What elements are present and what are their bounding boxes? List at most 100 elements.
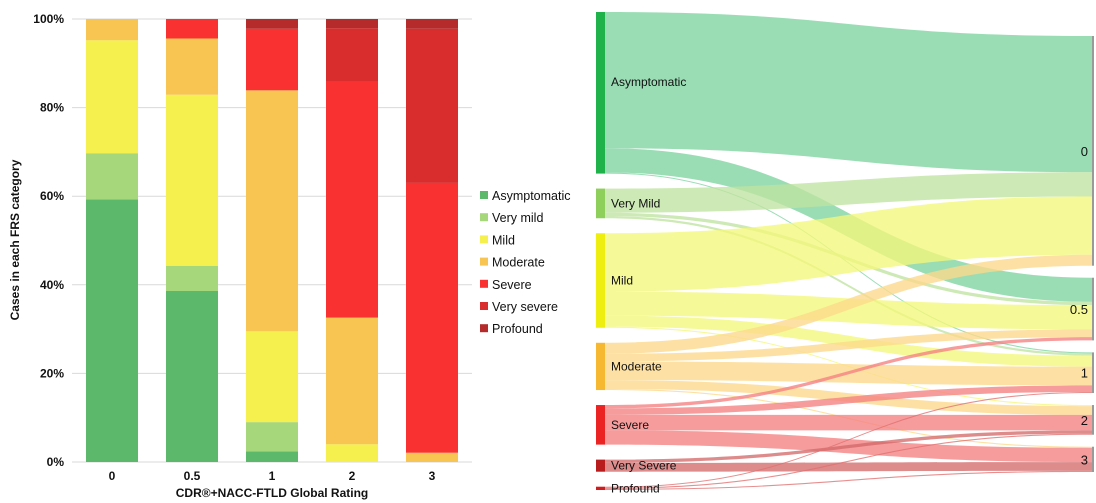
bar-severe-0-5 bbox=[166, 19, 218, 39]
bar-mild-0 bbox=[86, 40, 138, 154]
y-tick-label: 100% bbox=[33, 12, 64, 26]
legend-swatch bbox=[480, 324, 488, 333]
sankey-nodes bbox=[596, 12, 1094, 490]
target-label: 1 bbox=[1081, 366, 1088, 381]
y-tick-label: 0% bbox=[47, 455, 65, 469]
bar-asymptomatic-0 bbox=[86, 199, 138, 462]
legend-swatch bbox=[480, 279, 488, 288]
source-label: Profound bbox=[611, 481, 660, 495]
bar-asymptomatic-1 bbox=[246, 451, 298, 462]
bar-mild-2 bbox=[326, 444, 378, 462]
y-axis-title: Cases in each FRS category bbox=[8, 159, 22, 320]
sankey-flows bbox=[605, 12, 1092, 490]
bar-moderate-0 bbox=[86, 19, 138, 41]
legend-label: Asymptomatic bbox=[492, 189, 571, 203]
x-axis-ticks: 0 0.5 1 2 3 bbox=[109, 469, 436, 483]
legend-label: Severe bbox=[492, 278, 532, 292]
bar-very-severe-3 bbox=[406, 28, 458, 183]
target-label: 0 bbox=[1081, 144, 1088, 159]
bar-moderate-2 bbox=[326, 317, 378, 445]
flow-mild-to-1 bbox=[605, 315, 1092, 367]
bar-asymptomatic-0-5 bbox=[166, 291, 218, 462]
flow-mild-to-0-5 bbox=[605, 291, 1092, 330]
legend-label: Profound bbox=[492, 322, 543, 336]
flow-very-mild-to-1 bbox=[605, 216, 1092, 356]
legend-label: Mild bbox=[492, 233, 515, 247]
source-label: Asymptomatic bbox=[611, 75, 686, 89]
target-label: 2 bbox=[1081, 413, 1088, 428]
legend-swatch bbox=[480, 191, 488, 199]
source-label: Mild bbox=[611, 274, 633, 288]
source-label: Very Severe bbox=[611, 459, 677, 473]
bar-very-mild-0 bbox=[86, 153, 138, 200]
flow-profound-to-2 bbox=[605, 433, 1092, 489]
source-node-moderate bbox=[596, 342, 605, 391]
stacked-bar-chart: 0% 20% 40% 60% 80% 100% 0 0.5 1 2 3 Cases in each… bbox=[8, 12, 472, 500]
x-tick-label: 3 bbox=[429, 469, 436, 483]
x-tick-label: 0.5 bbox=[184, 469, 201, 483]
flow-profound-to-1 bbox=[605, 391, 1092, 488]
legend-swatch bbox=[480, 257, 488, 266]
x-tick-label: 1 bbox=[269, 469, 276, 483]
x-tick-label: 2 bbox=[349, 469, 356, 483]
flow-very-severe-to-2 bbox=[605, 430, 1092, 463]
bar-severe-1 bbox=[246, 28, 298, 91]
bar-very-mild-0-5 bbox=[166, 265, 218, 292]
y-tick-label: 20% bbox=[40, 366, 64, 380]
target-node-3 bbox=[1092, 446, 1094, 472]
x-tick-label: 0 bbox=[109, 469, 116, 483]
bar-stacks bbox=[86, 19, 458, 462]
flow-profound-to-3 bbox=[605, 470, 1092, 490]
flow-moderate-to-0-5 bbox=[605, 329, 1092, 362]
flow-severe-to-0-5 bbox=[605, 337, 1092, 409]
source-label: Very Mild bbox=[611, 196, 660, 210]
legend-swatch bbox=[480, 235, 488, 244]
source-label: Severe bbox=[611, 418, 649, 432]
target-node-0-5 bbox=[1092, 277, 1094, 341]
bar-very-severe-2 bbox=[326, 28, 378, 82]
bar-severe-2 bbox=[326, 81, 378, 318]
legend: Asymptomatic Very mild Mild Moderate Severe V… bbox=[480, 189, 571, 336]
source-node-asymptomatic bbox=[596, 12, 605, 174]
source-node-profound bbox=[596, 486, 605, 490]
legend-label: Very mild bbox=[492, 211, 543, 225]
bar-moderate-1 bbox=[246, 90, 298, 332]
legend-label: Very severe bbox=[492, 300, 558, 314]
flow-moderate-to-0 bbox=[605, 254, 1092, 354]
y-axis-ticks: 0% 20% 40% 60% 80% 100% bbox=[33, 12, 64, 469]
legend-label: Moderate bbox=[492, 256, 545, 270]
bar-profound-1 bbox=[246, 19, 298, 29]
source-label: Moderate bbox=[611, 359, 662, 373]
target-label: 3 bbox=[1081, 452, 1088, 467]
target-node-2 bbox=[1092, 405, 1094, 435]
bar-moderate-3 bbox=[406, 452, 458, 462]
bar-profound-2 bbox=[326, 19, 378, 29]
flow-very-severe-to-3 bbox=[605, 462, 1092, 472]
flow-severe-to-1 bbox=[605, 385, 1092, 415]
bar-mild-1 bbox=[246, 331, 298, 423]
y-tick-label: 60% bbox=[40, 189, 64, 203]
legend-swatch bbox=[480, 302, 488, 310]
flow-very-mild-to-0 bbox=[605, 172, 1092, 213]
source-node-very-severe bbox=[596, 459, 605, 472]
legend-swatch bbox=[480, 213, 488, 222]
bar-mild-0-5 bbox=[166, 94, 218, 266]
y-tick-label: 40% bbox=[40, 278, 64, 292]
x-axis-title: CDR®+NACC-FTLD Global Rating bbox=[176, 486, 369, 500]
sankey-labels: Asymptomatic Very Mild Mild Moderate Severe V… bbox=[611, 75, 1088, 495]
bar-moderate-0-5 bbox=[166, 38, 218, 95]
target-node-0 bbox=[1092, 36, 1094, 266]
source-node-severe bbox=[596, 405, 605, 445]
bar-very-mild-1 bbox=[246, 422, 298, 452]
target-node-1 bbox=[1092, 352, 1094, 394]
target-label: 0.5 bbox=[1070, 302, 1088, 317]
flow-severe-to-2 bbox=[605, 414, 1092, 431]
flow-mild-to-0 bbox=[605, 196, 1092, 292]
source-node-very-mild bbox=[596, 188, 605, 219]
bar-profound-3 bbox=[406, 19, 458, 29]
flow-asymptomatic-to-0 bbox=[605, 12, 1092, 173]
sankey-diagram: Asymptomatic Very Mild Mild Moderate Severe V… bbox=[596, 12, 1094, 495]
y-tick-label: 80% bbox=[40, 101, 64, 115]
source-node-mild bbox=[596, 233, 605, 328]
